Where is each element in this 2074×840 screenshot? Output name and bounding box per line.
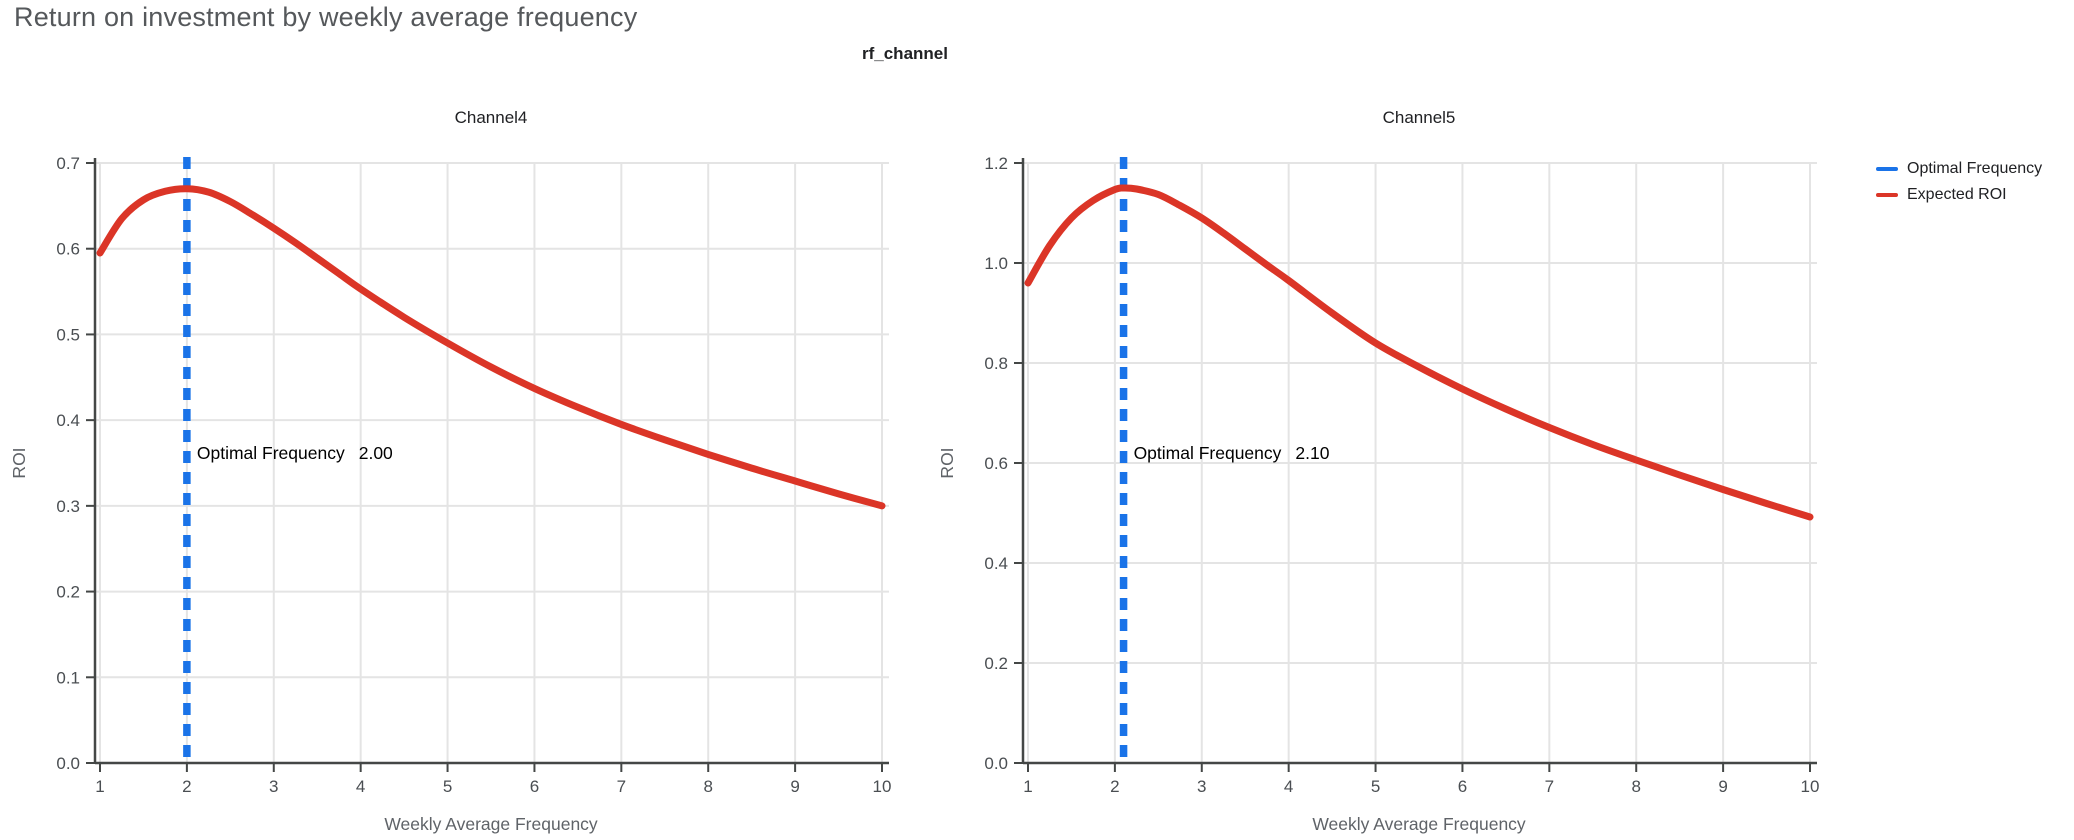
y-axis-title: ROI [937, 447, 957, 478]
legend: Optimal Frequency Expected ROI [1876, 160, 2042, 204]
facet-header: rf_channel [862, 44, 948, 63]
y-tick-label: 0.0 [984, 754, 1008, 773]
optimal-frequency-annotation: Optimal Frequency 2.00 [197, 443, 393, 463]
x-tick-label: 9 [790, 777, 799, 796]
x-tick-label: 3 [1197, 777, 1206, 796]
y-tick-label: 0.6 [984, 454, 1008, 473]
expected-roi-curve[interactable] [96, 185, 886, 510]
legend-line-icon [1876, 167, 1898, 171]
legend-label-expected-roi: Expected ROI [1907, 186, 2007, 203]
expected-roi-curve[interactable] [1024, 184, 1814, 521]
x-tick-label: 2 [1110, 777, 1119, 796]
x-tick-label: 3 [269, 777, 278, 796]
x-tick-label: 1 [95, 777, 104, 796]
x-tick-label: 8 [1631, 777, 1640, 796]
x-tick-label: 6 [530, 777, 539, 796]
x-tick-label: 8 [703, 777, 712, 796]
x-tick-label: 6 [1458, 777, 1467, 796]
y-tick-label: 1.0 [984, 254, 1008, 273]
x-tick-label: 7 [617, 777, 626, 796]
x-tick-label: 2 [182, 777, 191, 796]
y-tick-label: 0.2 [984, 654, 1008, 673]
page-title: Return on investment by weekly average f… [14, 2, 638, 32]
x-tick-label: 9 [1718, 777, 1727, 796]
x-tick-label: 5 [1371, 777, 1380, 796]
legend-item-optimal-frequency[interactable]: Optimal Frequency [1876, 160, 2042, 178]
x-tick-label: 5 [443, 777, 452, 796]
x-tick-label: 4 [356, 777, 365, 796]
y-tick-label: 0.8 [984, 354, 1008, 373]
optimal-frequency-annotation: Optimal Frequency 2.10 [1134, 443, 1330, 463]
y-tick-label: 0.0 [56, 754, 80, 773]
legend-item-expected-roi[interactable]: Expected ROI [1876, 186, 2042, 204]
y-tick-label: 0.6 [56, 240, 80, 259]
x-tick-label: 7 [1545, 777, 1554, 796]
y-tick-label: 0.3 [56, 497, 80, 516]
x-tick-label: 10 [873, 777, 892, 796]
subplot-title: Channel5 [1383, 108, 1456, 127]
chart-channel4: 0.0 0.1 0.2 0.3 0.4 0.5 0.6 0.7 1 2 3 4 5 6 7 8 9 10 Chann… [0, 95, 950, 840]
x-tick-label: 4 [1284, 777, 1293, 796]
x-tick-label: 1 [1023, 777, 1032, 796]
legend-label-optimal-frequency: Optimal Frequency [1907, 160, 2043, 177]
y-tick-label: 0.1 [56, 668, 80, 687]
x-axis-title: Weekly Average Frequency [384, 814, 598, 834]
y-tick-label: 0.5 [56, 325, 80, 344]
y-tick-label: 0.4 [984, 554, 1008, 573]
y-tick-label: 0.2 [56, 583, 80, 602]
x-axis-title: Weekly Average Frequency [1312, 814, 1526, 834]
y-tick-label: 0.4 [56, 411, 80, 430]
subplot-title: Channel4 [455, 108, 528, 127]
legend-line-icon [1876, 193, 1898, 197]
y-tick-label: 1.2 [984, 154, 1008, 173]
x-tick-label: 10 [1801, 777, 1820, 796]
chart-channel5: 0.0 0.2 0.4 0.6 0.8 1.0 1.2 1 2 3 4 5 6 7 8 9 10 Channel5… [928, 95, 1878, 840]
y-axis-title: ROI [9, 447, 29, 478]
y-tick-label: 0.7 [56, 154, 80, 173]
